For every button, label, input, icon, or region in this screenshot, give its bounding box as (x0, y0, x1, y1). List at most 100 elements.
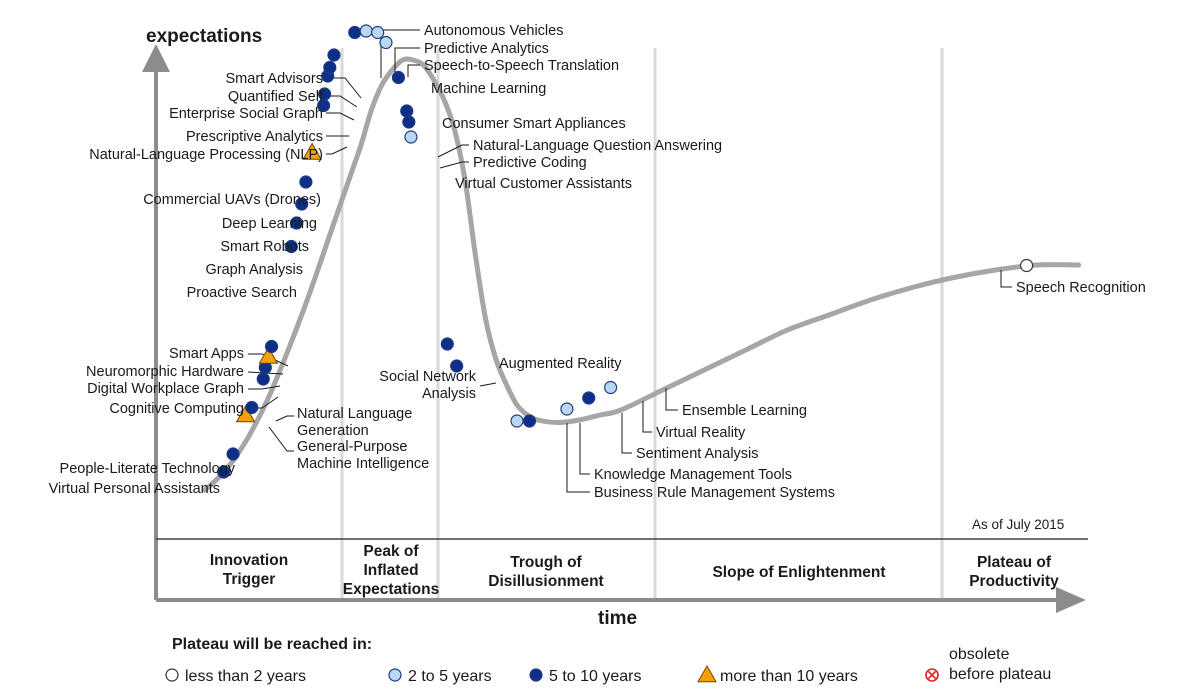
leader-enterprise-social-graph (326, 112, 355, 121)
legend-label-obsolete: obsolete before plateau (949, 646, 1051, 683)
leader-ensemble-learning (665, 388, 678, 411)
axes (142, 44, 1088, 613)
technology-labels: Virtual Personal Assistants People-Litera… (49, 23, 1146, 501)
leader-natural-language-question-answering (437, 144, 469, 158)
marker-speech-recognition (1019, 258, 1034, 273)
label-knowledge-management-tools: Knowledge Management Tools (594, 467, 792, 483)
legend-item-5to10: 5 to 10 years (529, 668, 642, 685)
label-virtual-personal-assistants: Virtual Personal Assistants (49, 481, 220, 497)
legend-marker-5to10 (529, 668, 543, 682)
label-ensemble-learning: Ensemble Learning (682, 403, 807, 419)
label-natural-language-question-answering: Natural-Language Question Answering (473, 138, 722, 154)
leader-speech-to-speech-translation (407, 64, 420, 77)
marker-graph-analysis (289, 216, 304, 230)
label-sentiment-analysis: Sentiment Analysis (636, 446, 759, 462)
legend-title: Plateau will be reached in: (172, 636, 372, 653)
label-general-purpose-machine-intelligence: General-Purpose Machine Intelligence (297, 439, 429, 472)
phase-innovation-trigger: Innovation Trigger (210, 552, 288, 588)
marker-deep-learning (299, 175, 313, 189)
marker-autonomous-vehicles (348, 25, 362, 40)
label-enterprise-social-graph: Enterprise Social Graph (169, 106, 323, 122)
marker-virtual-customer-assistants (404, 130, 418, 144)
marker-sentiment-analysis (560, 402, 574, 416)
marker-social-network-analysis (450, 359, 464, 373)
as-of-date: As of July 2015 (972, 517, 1064, 532)
y-axis-arrow (142, 44, 170, 72)
marker-predictive-analytics (359, 24, 373, 38)
leader-natural-language-generation (275, 415, 294, 422)
legend-item-gt10: more than 10 years (697, 664, 858, 685)
label-proactive-search: Proactive Search (187, 285, 297, 301)
leader-virtual-reality (642, 401, 652, 433)
label-graph-analysis: Graph Analysis (205, 262, 303, 278)
label-speech-recognition: Speech Recognition (1016, 280, 1146, 296)
leader-lines (247, 29, 1012, 493)
marker-cognitive-computing (256, 372, 270, 386)
label-autonomous-vehicles: Autonomous Vehicles (424, 23, 563, 39)
marker-smart-advisors (327, 48, 341, 62)
label-natural-language-processing-nlp: Natural-Language Processing (NLP) (89, 147, 323, 163)
label-predictive-coding: Predictive Coding (473, 155, 587, 171)
marker-ensemble-learning (603, 380, 618, 395)
leader-natural-language-processing-nlp (326, 146, 348, 155)
x-axis-label: time (598, 608, 637, 629)
legend-item-obsolete: obsolete before plateau (925, 646, 1051, 683)
leader-business-rule-management-systems (566, 423, 590, 493)
label-machine-learning: Machine Learning (431, 81, 546, 97)
label-virtual-customer-assistants: Virtual Customer Assistants (455, 176, 632, 192)
phase-dividers (340, 48, 944, 598)
label-neuromorphic-hardware: Neuromorphic Hardware (86, 364, 244, 380)
leader-speech-recognition (1000, 270, 1012, 288)
leader-predictive-coding (439, 161, 469, 169)
label-consumer-smart-appliances: Consumer Smart Appliances (442, 116, 626, 132)
legend-item-2to5: 2 to 5 years (388, 668, 492, 685)
leader-knowledge-management-tools (579, 423, 590, 475)
marker-virtual-personal-assistants (217, 465, 231, 479)
marker-virtual-reality (582, 391, 596, 405)
leader-social-network-analysis (479, 382, 497, 387)
marker-predictive-coding (402, 115, 416, 129)
marker-augmented-reality (440, 337, 454, 351)
label-predictive-analytics: Predictive Analytics (424, 41, 549, 57)
label-speech-to-speech-translation: Speech-to-Speech Translation (424, 58, 619, 74)
leader-digital-workplace-graph (248, 385, 281, 390)
marker-business-rule-management-systems (510, 414, 524, 428)
label-quantified-self: Quantified Self (228, 89, 324, 105)
legend-label-gt10: more than 10 years (720, 668, 858, 685)
label-smart-robots: Smart Robots (220, 239, 309, 255)
marker-general-purpose-machine-intelligence (235, 404, 256, 423)
marker-knowledge-management-tools (522, 414, 537, 428)
label-cognitive-computing: Cognitive Computing (109, 401, 244, 417)
legend-marker-obsolete (925, 668, 939, 682)
label-virtual-reality: Virtual Reality (656, 425, 746, 441)
legend-label-2to5: 2 to 5 years (408, 668, 492, 685)
label-people-literate-technology: People-Literate Technology (60, 461, 236, 477)
marker-natural-language-question-answering (400, 104, 414, 118)
hype-curve-line (202, 56, 1082, 493)
marker-speech-to-speech-translation (371, 25, 385, 40)
marker-prescriptive-analytics (318, 87, 332, 101)
legend-label-lt2: less than 2 years (185, 668, 306, 685)
legend-marker-gt10 (697, 664, 717, 683)
marker-commercial-uavs-drones (302, 142, 322, 160)
phase-peak-of-inflated-expectations: Peak of Inflated Expectations (343, 543, 439, 598)
legend-marker-lt2 (165, 668, 179, 682)
markers (217, 24, 1034, 479)
label-deep-learning: Deep Learning (222, 216, 317, 232)
label-smart-apps: Smart Apps (169, 346, 244, 362)
label-business-rule-management-systems: Business Rule Management Systems (594, 485, 835, 501)
legend-marker-2to5 (388, 668, 402, 682)
phase-plateau-of-productivity: Plateau of Productivity (969, 554, 1059, 590)
legend: Plateau will be reached in: less than 2 y… (165, 636, 1051, 685)
label-digital-workplace-graph: Digital Workplace Graph (87, 381, 244, 397)
legend-item-lt2: less than 2 years (165, 668, 306, 685)
hype-curve (202, 56, 1082, 493)
leader-general-purpose-machine-intelligence (268, 426, 294, 452)
legend-label-5to10: 5 to 10 years (549, 668, 642, 685)
phase-trough-of-disillusionment: Trough of Disillusionment (488, 554, 603, 590)
leader-sentiment-analysis (621, 413, 632, 454)
label-prescriptive-analytics: Prescriptive Analytics (186, 129, 323, 145)
marker-people-literate-technology (226, 447, 240, 461)
label-augmented-reality: Augmented Reality (499, 356, 622, 372)
